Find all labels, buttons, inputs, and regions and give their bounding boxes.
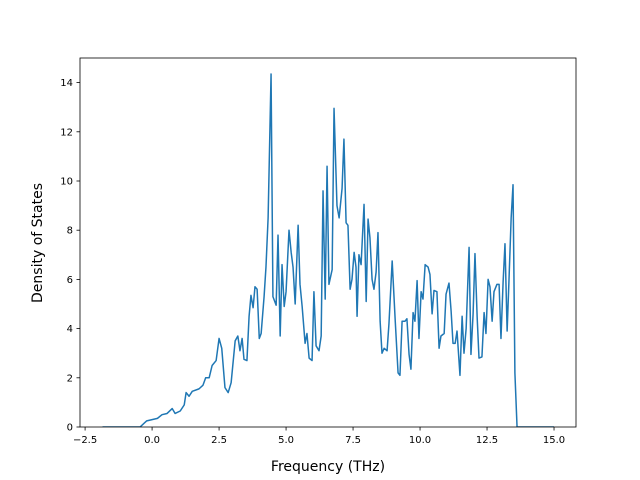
- y-tick-label: 6: [67, 275, 73, 286]
- y-tick-label: 2: [67, 373, 73, 384]
- line-series: [102, 73, 555, 427]
- y-tick-label: 8: [67, 226, 73, 237]
- y-tick-label: 0: [67, 423, 73, 434]
- x-tick-label: 15.0: [543, 435, 565, 446]
- y-tick-label: 12: [60, 127, 73, 138]
- x-tick-label: −2.5: [73, 435, 97, 446]
- y-tick-label: 14: [60, 78, 73, 89]
- plot-frame: [79, 57, 577, 428]
- x-tick-label: 5.0: [278, 435, 294, 446]
- x-tick-label: 7.5: [345, 435, 361, 446]
- y-axis-label: Density of States: [30, 183, 46, 303]
- x-tick-label: 0.0: [144, 435, 160, 446]
- x-axis-label: Frequency (THz): [271, 459, 385, 475]
- x-tick-label: 10.0: [409, 435, 431, 446]
- x-tick-label: 12.5: [476, 435, 498, 446]
- x-tick-label: 2.5: [211, 435, 227, 446]
- y-tick-label: 10: [60, 177, 73, 188]
- y-tick-label: 4: [67, 324, 73, 335]
